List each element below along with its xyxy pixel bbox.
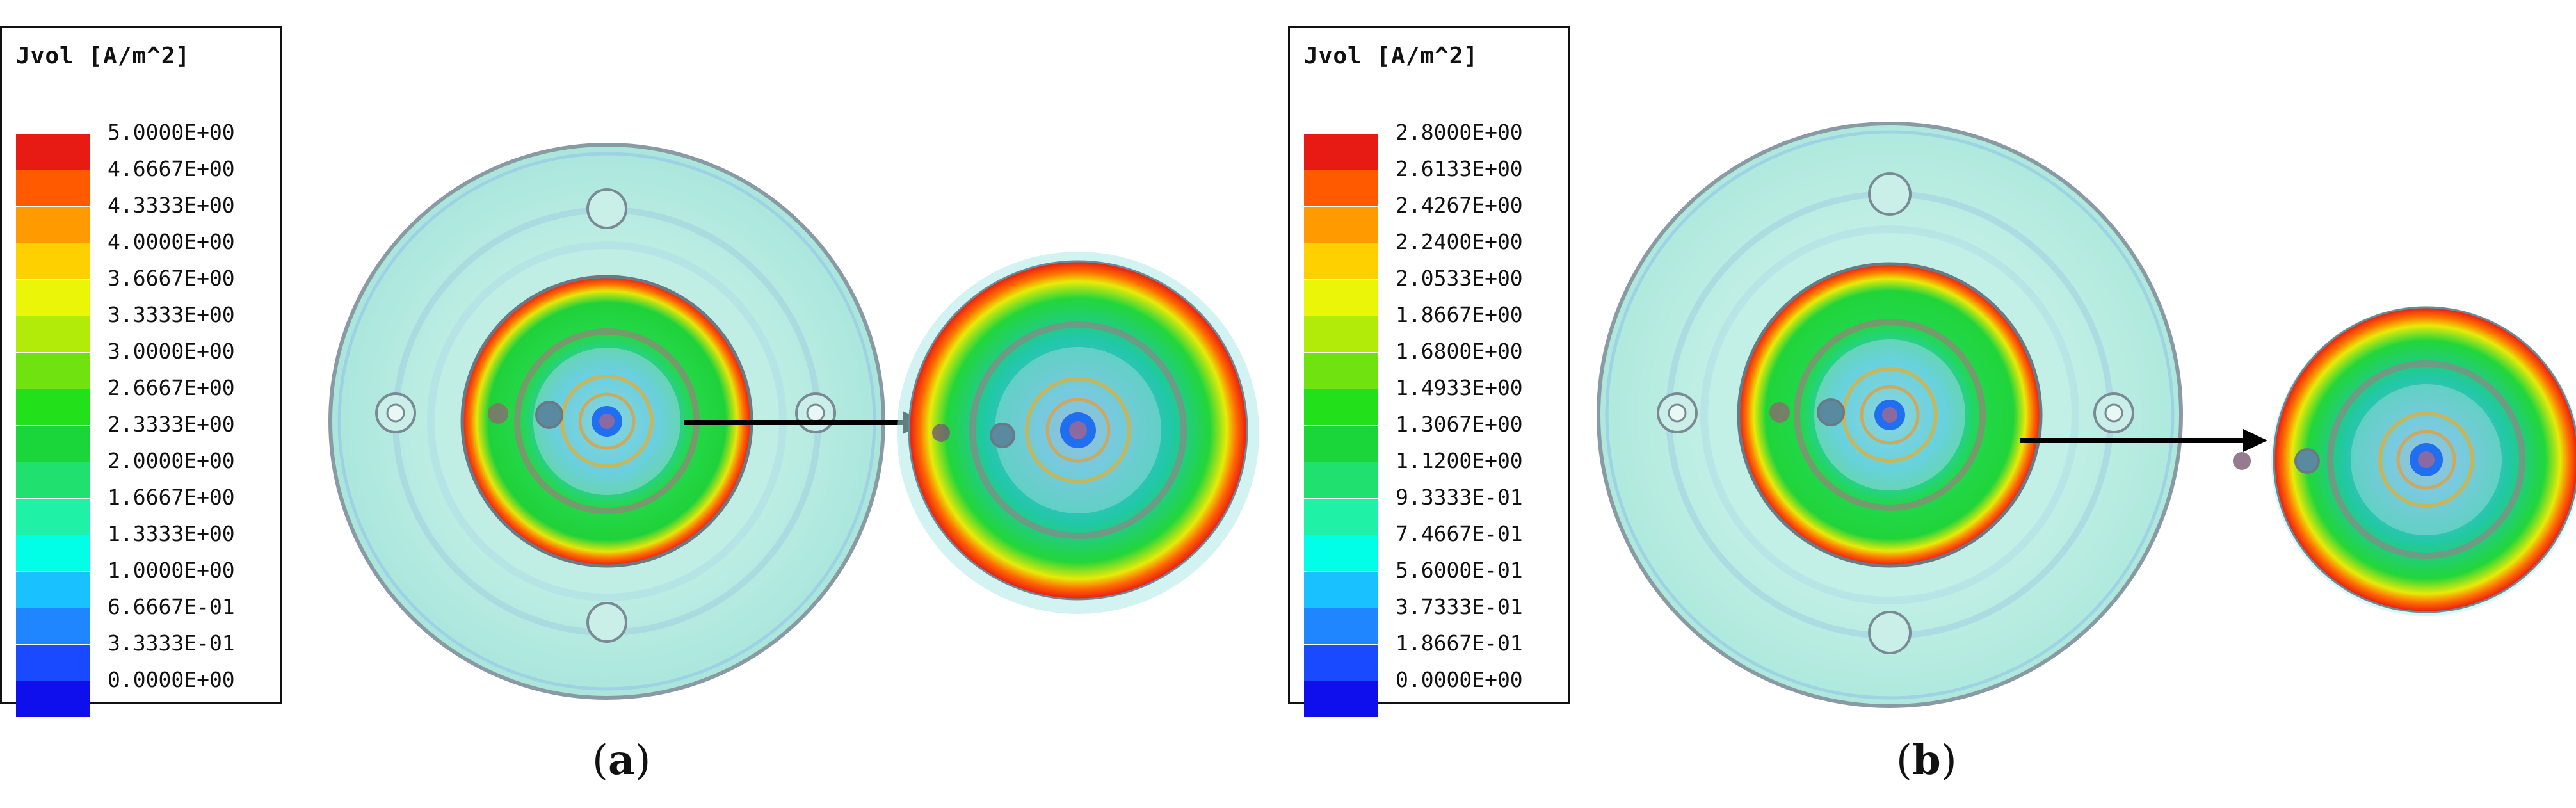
legend-swatch	[16, 134, 90, 170]
legend-tick-label: 2.6667E+00	[108, 375, 235, 400]
legend-tick-label: 2.8000E+00	[1396, 120, 1523, 145]
legend-swatch	[1304, 426, 1378, 462]
legend-swatch	[16, 316, 90, 352]
legend-swatch	[1304, 462, 1378, 498]
caption: (a)	[592, 736, 651, 784]
legend-tick-label: 4.3333E+00	[108, 193, 235, 218]
arrow	[2020, 429, 2267, 452]
simulation-image	[328, 143, 1259, 700]
legend-tick-label: 1.1200E+00	[1396, 448, 1523, 473]
caption: (b)	[1896, 736, 1957, 784]
legend-tick-label: 5.0000E+00	[108, 120, 235, 145]
legend-swatch	[1304, 608, 1378, 644]
legend-swatch	[16, 608, 90, 644]
legend-tick-label: 2.6133E+00	[1396, 156, 1523, 181]
legend-swatch	[16, 280, 90, 316]
legend-swatch	[16, 499, 90, 535]
caption-letter: a	[608, 736, 635, 784]
legend-tick-label: 1.0000E+00	[108, 558, 235, 583]
legend-swatch	[1304, 681, 1378, 717]
zoom-disk	[2233, 306, 2576, 616]
legend-swatch	[16, 462, 90, 498]
legend-tick-label: 2.3333E+00	[108, 412, 235, 437]
legend-swatch	[1304, 170, 1378, 206]
legend-tick-label: 1.6667E+00	[108, 485, 235, 510]
legend-tick-label: 2.4267E+00	[1396, 193, 1523, 218]
color-legend: Jvol [A/m^2] 2.8000E+00 2.6133E+00 2.4267E…	[1288, 26, 1570, 717]
legend-swatch	[1304, 499, 1378, 535]
legend-swatch	[1304, 280, 1378, 316]
legend-tick-label: 1.3067E+00	[1396, 412, 1523, 437]
legend-swatch	[1304, 572, 1378, 608]
legend-swatch	[16, 645, 90, 681]
main-disk	[328, 143, 885, 700]
legend-tick-label: 4.0000E+00	[108, 229, 235, 254]
legend-swatch	[16, 681, 90, 717]
legend-tick-label: 3.7333E-01	[1396, 594, 1523, 619]
legend-tick-label: 2.0533E+00	[1396, 266, 1523, 291]
legend-swatch	[1304, 535, 1378, 571]
panel-b: Jvol [A/m^2] 2.8000E+00 2.6133E+00 2.4267E…	[1288, 0, 2576, 808]
main-disk	[1597, 122, 2183, 708]
legend-tick-label: 1.8667E-01	[1396, 631, 1523, 656]
legend-swatch	[1304, 353, 1378, 389]
legend-tick-label: 7.4667E-01	[1396, 521, 1523, 546]
legend-tick-label: 2.0000E+00	[108, 448, 235, 473]
legend-swatch	[16, 572, 90, 608]
legend-swatch	[16, 426, 90, 462]
panel-a: Jvol [A/m^2] 5.0000E+00 4.6667E+00 4.3333E…	[0, 26, 1259, 784]
legend-tick-label: 1.8667E+00	[1396, 302, 1523, 327]
legend-tick-label: 2.2400E+00	[1396, 229, 1523, 254]
zoom-disk	[897, 252, 1259, 614]
legend-tick-label: 3.6667E+00	[108, 266, 235, 291]
legend-swatch	[1304, 316, 1378, 352]
legend-title: Jvol [A/m^2]	[1304, 43, 1479, 69]
legend-swatch	[1304, 243, 1378, 279]
legend-tick-label: 1.6800E+00	[1396, 339, 1523, 364]
legend-tick-label: 3.0000E+00	[108, 339, 235, 364]
caption-letter: b	[1912, 736, 1941, 784]
legend-title: Jvol [A/m^2]	[16, 43, 191, 69]
legend-swatch	[16, 389, 90, 425]
legend-tick-label: 4.6667E+00	[108, 156, 235, 181]
legend-tick-label: 1.4933E+00	[1396, 375, 1523, 400]
legend-swatch	[16, 207, 90, 243]
legend-tick-label: 0.0000E+00	[108, 667, 235, 692]
legend-swatch	[16, 535, 90, 571]
legend-tick-label: 6.6667E-01	[108, 594, 235, 619]
legend-swatch	[16, 353, 90, 389]
legend-tick-label: 0.0000E+00	[1396, 667, 1523, 692]
color-legend: Jvol [A/m^2] 5.0000E+00 4.6667E+00 4.3333E…	[0, 26, 282, 717]
legend-tick-label: 9.3333E-01	[1396, 485, 1523, 510]
legend-tick-label: 5.6000E-01	[1396, 558, 1523, 583]
legend-tick-label: 3.3333E+00	[108, 302, 235, 327]
legend-swatch	[1304, 207, 1378, 243]
legend-swatch	[1304, 389, 1378, 425]
legend-swatch	[16, 170, 90, 206]
legend-swatch	[1304, 134, 1378, 170]
legend-tick-label: 3.3333E-01	[108, 631, 235, 656]
legend-swatch	[1304, 645, 1378, 681]
simulation-image	[1597, 122, 2576, 708]
legend-swatch	[16, 243, 90, 279]
legend-tick-label: 1.3333E+00	[108, 521, 235, 546]
